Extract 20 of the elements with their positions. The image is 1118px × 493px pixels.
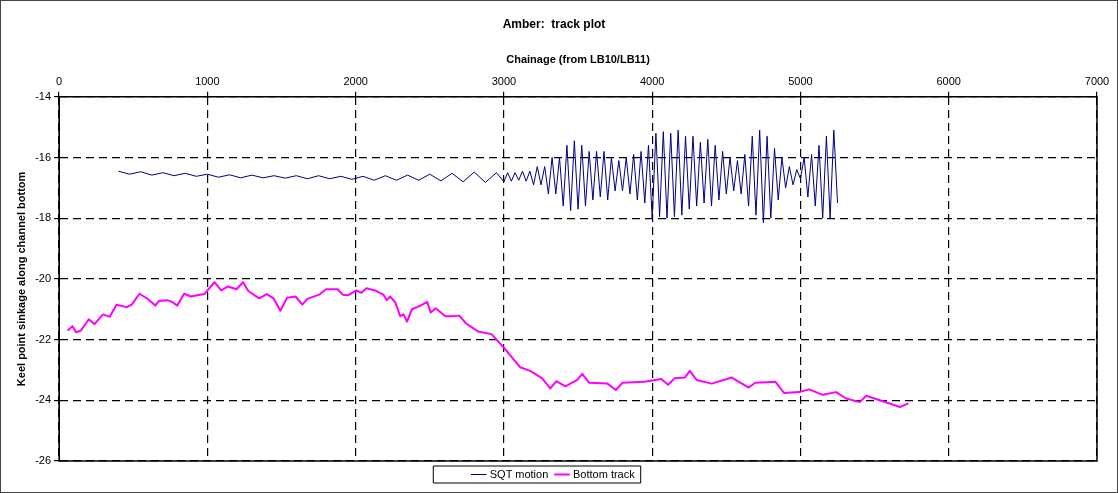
x-tick-label: 6000 <box>936 75 961 88</box>
x-tick-label: 1000 <box>195 75 220 88</box>
x-tick-label: 5000 <box>788 75 813 88</box>
chart-title: Amber: track plot <box>502 16 606 31</box>
legend-label: Bottom track <box>572 467 636 480</box>
y-tick-label: -20 <box>35 271 52 284</box>
y-tick-label: -18 <box>35 211 52 224</box>
legend-label: SQT motion <box>489 467 549 480</box>
x-tick-label: 4000 <box>639 75 665 88</box>
y-tick-label: -24 <box>35 393 52 406</box>
y-axis-title: Keel point sinkage along channel bottom <box>14 171 27 387</box>
x-tick-label: 7000 <box>1084 75 1110 88</box>
y-tick-label: -14 <box>35 89 52 102</box>
x-tick-label: 2000 <box>343 75 368 88</box>
x-tick-label: 3000 <box>491 75 517 88</box>
y-tick-label: -22 <box>35 332 52 345</box>
x-axis-title: Chainage (from LB10/LB11) <box>506 53 651 66</box>
y-tick-label: -16 <box>35 150 52 163</box>
y-tick-label: -26 <box>35 454 52 467</box>
x-tick-label: 0 <box>56 75 63 88</box>
